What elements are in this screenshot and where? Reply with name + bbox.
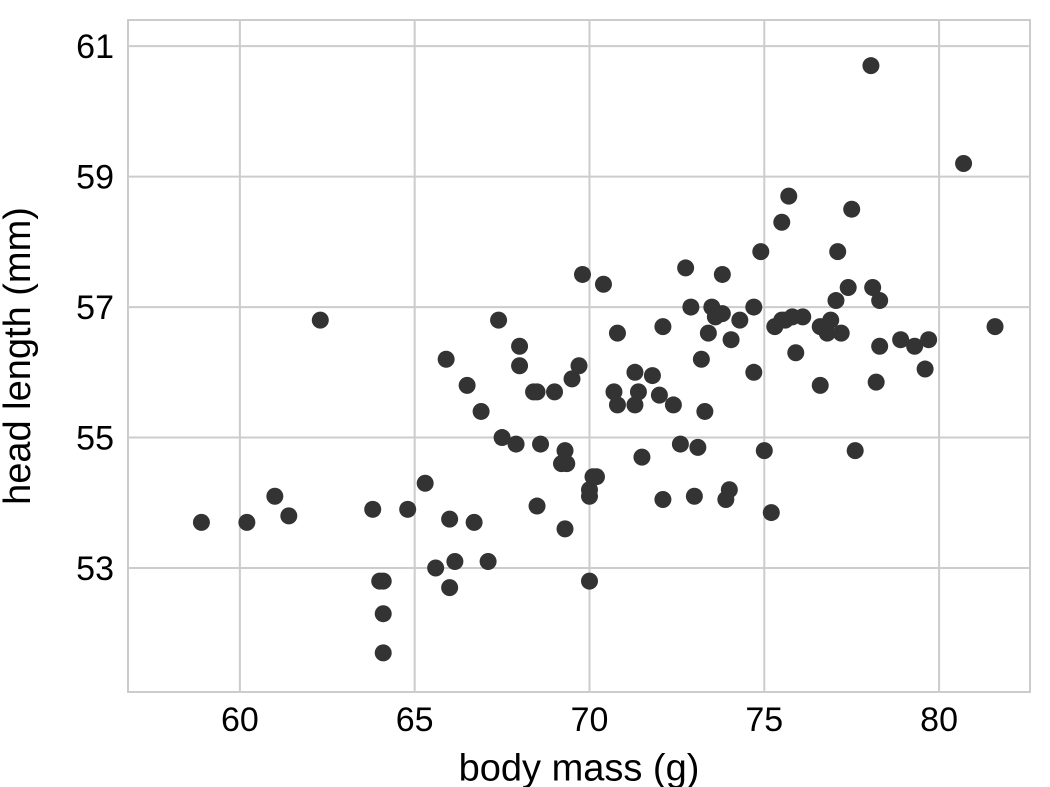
data-point (707, 308, 724, 325)
data-point (714, 266, 731, 283)
data-point (644, 367, 661, 384)
y-tick-label: 59 (76, 158, 114, 196)
chart-svg: 60 65 70 75 80 53 55 57 59 61 body mass (g) head le… (0, 0, 1050, 787)
data-point (763, 504, 780, 521)
data-point (700, 325, 717, 342)
data-point (773, 214, 790, 231)
x-tick-label: 70 (571, 701, 609, 739)
data-point (427, 560, 444, 577)
x-axis-label: body mass (g) (459, 747, 700, 787)
data-point (780, 188, 797, 205)
scatter-chart: 60 65 70 75 80 53 55 57 59 61 body mass (g) head le… (0, 0, 1050, 787)
data-point (546, 383, 563, 400)
data-point (654, 491, 671, 508)
data-point (843, 201, 860, 218)
data-point (756, 442, 773, 459)
data-point (955, 155, 972, 172)
data-point (987, 318, 1004, 335)
data-point (654, 318, 671, 335)
data-point (633, 449, 650, 466)
data-point (689, 439, 706, 456)
x-tick-label: 60 (221, 701, 259, 739)
data-point (529, 383, 546, 400)
data-point (473, 403, 490, 420)
data-point (745, 299, 762, 316)
data-point (920, 331, 937, 348)
data-point (417, 475, 434, 492)
data-point (364, 501, 381, 518)
data-point (829, 243, 846, 260)
y-tick-label: 61 (76, 28, 114, 66)
data-point (238, 514, 255, 531)
data-point (626, 396, 643, 413)
data-point (626, 364, 643, 381)
data-point (672, 436, 689, 453)
data-point (721, 481, 738, 498)
data-point (375, 644, 392, 661)
data-point (581, 573, 598, 590)
data-point (480, 553, 497, 570)
data-point (827, 292, 844, 309)
data-point (529, 498, 546, 515)
data-point (446, 553, 463, 570)
data-point (840, 279, 857, 296)
data-point (696, 403, 713, 420)
data-point (557, 520, 574, 537)
data-point (490, 312, 507, 329)
data-point (532, 436, 549, 453)
data-point (871, 338, 888, 355)
data-point (745, 364, 762, 381)
data-point (459, 377, 476, 394)
data-point (723, 331, 740, 348)
y-tick-label: 55 (76, 419, 114, 457)
data-point (752, 243, 769, 260)
data-point (375, 605, 392, 622)
data-point (399, 501, 416, 518)
data-point (812, 377, 829, 394)
data-point (609, 325, 626, 342)
data-point (833, 325, 850, 342)
data-point (588, 468, 605, 485)
data-point (193, 514, 210, 531)
data-point (847, 442, 864, 459)
plot-area (128, 20, 1030, 692)
data-point (686, 488, 703, 505)
data-point (558, 455, 575, 472)
data-point (868, 374, 885, 391)
data-point (682, 299, 699, 316)
data-point (665, 396, 682, 413)
x-tick-label: 65 (396, 701, 434, 739)
data-point (651, 387, 668, 404)
data-point (595, 276, 612, 293)
data-point (787, 344, 804, 361)
data-point (266, 488, 283, 505)
y-axis-label: head length (mm) (0, 207, 39, 505)
data-point (511, 357, 528, 374)
data-point (280, 507, 297, 524)
data-point (605, 383, 622, 400)
data-point (571, 357, 588, 374)
data-point (441, 511, 458, 528)
data-point (677, 259, 694, 276)
data-point (731, 312, 748, 329)
data-point (862, 57, 879, 74)
data-point (312, 312, 329, 329)
data-point (441, 579, 458, 596)
data-point (511, 338, 528, 355)
x-tick-label: 80 (920, 701, 958, 739)
data-point (917, 361, 934, 378)
data-point (375, 573, 392, 590)
data-point (508, 436, 525, 453)
x-tick-label: 75 (745, 701, 783, 739)
data-point (693, 351, 710, 368)
data-point (438, 351, 455, 368)
data-point (794, 308, 811, 325)
data-point (574, 266, 591, 283)
y-tick-label: 53 (76, 550, 114, 588)
data-point (871, 292, 888, 309)
data-point (466, 514, 483, 531)
y-tick-label: 57 (76, 289, 114, 327)
